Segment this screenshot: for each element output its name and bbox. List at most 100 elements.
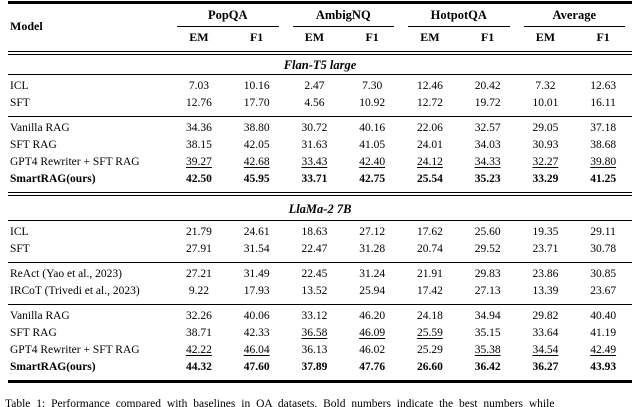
metric-value: 20.74 [416, 243, 443, 255]
section-flan-t5-large: Flan-T5 large ICL 7.03 10.16 2.47 7.30 12.46 2… [8, 55, 632, 192]
metric-value: 42.68 [243, 156, 270, 168]
metric-value: 32.26 [185, 310, 212, 322]
metric-value: 41.25 [590, 173, 617, 185]
model-name: SFT [10, 243, 30, 255]
metric-value: 19.72 [474, 97, 501, 109]
metric-value: 44.32 [185, 361, 212, 373]
metric-value: 36.27 [532, 361, 559, 373]
metric-value: 17.62 [416, 226, 443, 238]
metric-value: 42.05 [243, 139, 270, 151]
metric-value: 25.94 [359, 285, 386, 297]
metric-value: 42.40 [359, 156, 386, 168]
metric-value: 7.32 [535, 80, 556, 92]
table-row: GPT4 Rewriter + SFT RAG 39.27 42.68 33.43 42… [8, 154, 632, 171]
metric-value: 40.06 [243, 310, 270, 322]
metric-value: 30.78 [590, 243, 617, 255]
table-row: ICL 21.79 24.61 18.63 27.12 17.62 25.60 19.35 29… [8, 224, 632, 241]
model-name: SFT RAG [10, 139, 57, 151]
model-name: ICL [10, 80, 29, 92]
metric-value: 23.71 [532, 243, 559, 255]
metric-value: 23.86 [532, 268, 559, 280]
metric-value: 26.60 [416, 361, 443, 373]
metric-value: 38.80 [243, 122, 270, 134]
metric-value: 31.24 [359, 268, 386, 280]
model-column-header: Model [10, 19, 43, 33]
section-title-rule [8, 220, 632, 221]
metric-value: 41.05 [359, 139, 386, 151]
table-row: Vanilla RAG 32.26 40.06 33.12 46.20 24.18 34.9… [8, 308, 632, 325]
metric-value: 32.57 [474, 122, 501, 134]
group-divider-rule [8, 304, 632, 305]
metric-value: 42.22 [185, 344, 212, 356]
metric-value: 31.63 [301, 139, 328, 151]
metric-value: 12.63 [590, 80, 617, 92]
metric-value: 36.42 [474, 361, 501, 373]
metric-value: 25.29 [416, 344, 443, 356]
table-row: Vanilla RAG 34.36 38.80 30.72 40.16 22.06 32.5… [8, 120, 632, 137]
metric-value: 24.01 [416, 139, 443, 151]
table-header: Model PopQA AmbigNQ HotpotQA Average EM … [8, 4, 632, 51]
metric-value: 27.12 [359, 226, 386, 238]
table-row: SFT RAG 38.15 42.05 31.63 41.05 24.01 34.03 30.… [8, 137, 632, 154]
metric-value: 46.04 [243, 344, 270, 356]
metric-value: 22.45 [301, 268, 328, 280]
section-title-rule [8, 74, 632, 75]
metric-value: 16.11 [590, 97, 616, 109]
metric-value: 33.12 [301, 310, 328, 322]
subheader-em: EM [420, 29, 440, 44]
metric-value: 34.94 [474, 310, 501, 322]
metric-value: 29.05 [532, 122, 559, 134]
table-row: IRCoT (Trivedi et al., 2023) 9.22 17.93 13.… [8, 283, 632, 300]
metric-value: 47.60 [243, 361, 270, 373]
model-name: IRCoT (Trivedi et al., 2023) [10, 285, 140, 297]
metric-value: 30.85 [590, 268, 617, 280]
row-group: Vanilla RAG 34.36 38.80 30.72 40.16 22.06 32.5… [8, 117, 632, 192]
table-row: ICL 7.03 10.16 2.47 7.30 12.46 20.42 7.32 12.63 [8, 78, 632, 95]
metric-value: 17.42 [416, 285, 443, 297]
metric-value: 29.82 [532, 310, 559, 322]
metric-value: 12.72 [416, 97, 443, 109]
metric-value: 42.75 [359, 173, 386, 185]
section-title: Flan-T5 large [283, 58, 357, 72]
column-group-popqa: PopQA [177, 8, 279, 27]
metric-value: 27.13 [474, 285, 501, 297]
metric-value: 33.64 [532, 327, 559, 339]
metric-value: 34.54 [532, 344, 559, 356]
metric-value: 29.11 [590, 226, 616, 238]
metric-value: 42.49 [590, 344, 617, 356]
metric-value: 9.22 [188, 285, 209, 297]
section-rows: ICL 7.03 10.16 2.47 7.30 12.46 20.42 7.32 12.63 S… [8, 75, 632, 192]
metric-value: 25.60 [474, 226, 501, 238]
column-group-average: Average [523, 8, 625, 27]
table-row: SFT 12.76 17.70 4.56 10.92 12.72 19.72 10.01 16.… [8, 95, 632, 112]
metric-value: 38.15 [185, 139, 212, 151]
table-row: ReAct (Yao et al., 2023) 27.21 31.49 22.45 3… [8, 266, 632, 283]
subheader-em: EM [189, 29, 209, 44]
metric-value: 29.83 [474, 268, 501, 280]
metric-value: 13.52 [301, 285, 328, 297]
metric-value: 21.79 [185, 226, 212, 238]
metric-value: 2.47 [304, 80, 325, 92]
metric-value: 42.33 [243, 327, 270, 339]
metric-value: 35.23 [474, 173, 501, 185]
table-row: SmartRAG(ours) 42.50 45.95 33.71 42.75 25.54 3… [8, 171, 632, 188]
metric-value: 33.43 [301, 156, 328, 168]
metric-value: 29.52 [474, 243, 501, 255]
table-top-rule [8, 1, 632, 4]
metric-value: 7.03 [188, 80, 209, 92]
table-row: SmartRAG(ours) 44.32 47.60 37.89 47.76 26.60 3… [8, 359, 632, 376]
metric-value: 27.91 [185, 243, 212, 255]
subheader-em: EM [304, 29, 325, 44]
metric-value: 35.15 [474, 327, 501, 339]
metric-value: 38.68 [590, 139, 617, 151]
model-name: GPT4 Rewriter + SFT RAG [10, 344, 140, 356]
metric-value: 25.54 [416, 173, 443, 185]
metric-value: 31.49 [243, 268, 270, 280]
metric-value: 33.29 [532, 173, 559, 185]
metric-value: 36.13 [301, 344, 328, 356]
metric-value: 43.93 [590, 361, 617, 373]
group-divider-rule [8, 116, 632, 117]
metric-value: 46.20 [359, 310, 386, 322]
table-caption: Table 1: Performance compared with basel… [5, 398, 555, 407]
